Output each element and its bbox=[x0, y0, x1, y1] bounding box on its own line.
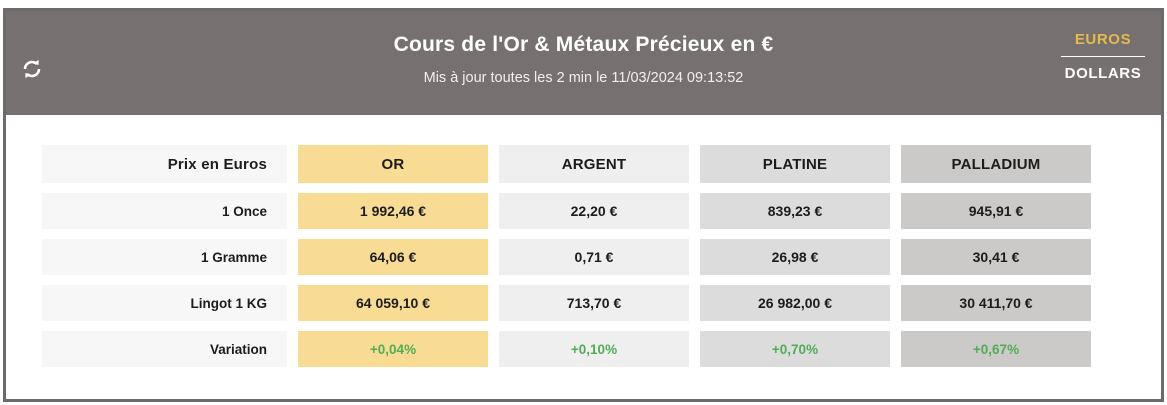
row-label-once: 1 Once bbox=[42, 193, 287, 229]
price-palladium-gramme: 30,41 € bbox=[901, 239, 1091, 275]
price-platine-once: 839,23 € bbox=[700, 193, 890, 229]
variation-platine: +0,70% bbox=[700, 331, 890, 367]
table-area: Prix en Euros OR ARGENT PLATINE PALLADIU… bbox=[6, 115, 1161, 367]
currency-toggle: EUROS DOLLARS bbox=[1061, 32, 1145, 81]
gold-price-widget: Cours de l'Or & Métaux Précieux en € Mis… bbox=[3, 8, 1164, 402]
toggle-divider bbox=[1061, 56, 1145, 57]
price-or-once: 1 992,46 € bbox=[298, 193, 488, 229]
column-header-platine: PLATINE bbox=[700, 145, 890, 183]
price-argent-lingot: 713,70 € bbox=[499, 285, 689, 321]
row-label-gramme: 1 Gramme bbox=[42, 239, 287, 275]
price-argent-gramme: 0,71 € bbox=[499, 239, 689, 275]
price-or-gramme: 64,06 € bbox=[298, 239, 488, 275]
price-platine-lingot: 26 982,00 € bbox=[700, 285, 890, 321]
column-header-argent: ARGENT bbox=[499, 145, 689, 183]
refresh-button[interactable] bbox=[19, 57, 45, 83]
widget-header: Cours de l'Or & Métaux Précieux en € Mis… bbox=[6, 11, 1161, 115]
prices-table: Prix en Euros OR ARGENT PLATINE PALLADIU… bbox=[42, 145, 1161, 367]
price-argent-once: 22,20 € bbox=[499, 193, 689, 229]
corner-header: Prix en Euros bbox=[42, 145, 287, 183]
currency-euros-tab[interactable]: EUROS bbox=[1074, 31, 1132, 48]
column-header-palladium: PALLADIUM bbox=[901, 145, 1091, 183]
page-title: Cours de l'Or & Métaux Précieux en € bbox=[393, 33, 774, 56]
price-platine-gramme: 26,98 € bbox=[700, 239, 890, 275]
refresh-icon bbox=[23, 59, 41, 79]
price-palladium-once: 945,91 € bbox=[901, 193, 1091, 229]
variation-argent: +0,10% bbox=[499, 331, 689, 367]
update-status: Mis à jour toutes les 2 min le 11/03/202… bbox=[423, 70, 744, 86]
price-palladium-lingot: 30 411,70 € bbox=[901, 285, 1091, 321]
header-title-block: Cours de l'Or & Métaux Précieux en € Mis… bbox=[6, 11, 1161, 86]
currency-dollars-tab[interactable]: DOLLARS bbox=[1064, 65, 1142, 82]
row-label-variation: Variation bbox=[42, 331, 287, 367]
variation-palladium: +0,67% bbox=[901, 331, 1091, 367]
variation-or: +0,04% bbox=[298, 331, 488, 367]
column-header-or: OR bbox=[298, 145, 488, 183]
price-or-lingot: 64 059,10 € bbox=[298, 285, 488, 321]
row-label-lingot: Lingot 1 KG bbox=[42, 285, 287, 321]
